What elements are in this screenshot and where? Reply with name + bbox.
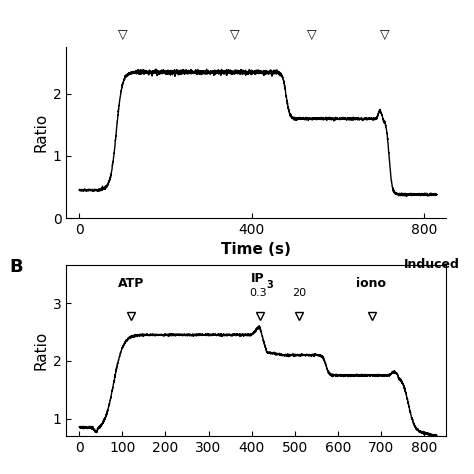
X-axis label: Time (s): Time (s): [221, 243, 291, 257]
Text: Induced: Induced: [404, 258, 460, 271]
Text: 0.3: 0.3: [249, 288, 267, 299]
Text: 3: 3: [267, 280, 273, 290]
Text: ATP: ATP: [118, 277, 144, 290]
Text: ▽: ▽: [118, 27, 127, 41]
Text: 20: 20: [292, 288, 306, 299]
Text: ▽: ▽: [229, 27, 239, 41]
Y-axis label: Ratio: Ratio: [34, 113, 48, 152]
Text: iono: iono: [356, 277, 386, 290]
Y-axis label: Ratio: Ratio: [34, 331, 48, 370]
Text: ▽: ▽: [307, 27, 317, 41]
Text: ▽: ▽: [381, 27, 390, 41]
Text: IP: IP: [251, 272, 264, 284]
Text: B: B: [9, 258, 23, 276]
